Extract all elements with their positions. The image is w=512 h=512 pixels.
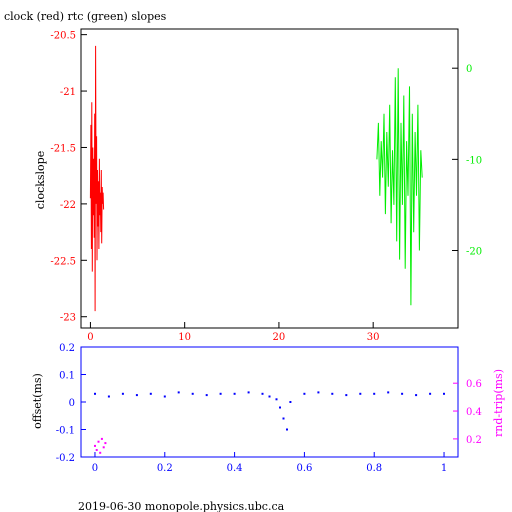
bottom-series-blue-point <box>177 391 180 394</box>
bottom-series-blue-point <box>345 394 348 397</box>
bottom-series-blue-point <box>233 392 236 395</box>
bottom-series-blue-point <box>286 428 288 431</box>
bottom-x-tick-label: 0.6 <box>296 463 312 474</box>
bottom-series-magenta-point <box>102 446 105 449</box>
bottom-y-tick-label: 0.2 <box>59 343 75 354</box>
bottom-series-magenta-point <box>104 442 107 445</box>
bottom-plot-frame <box>80 346 459 458</box>
top-series-red-line <box>89 45 105 312</box>
bottom-series-magenta-point <box>100 437 103 440</box>
bottom-series-magenta-point <box>94 444 96 447</box>
bottom-series-blue-point <box>443 392 445 395</box>
bottom-chart-ylabel: offset(ms) <box>31 373 44 429</box>
bottom-y-tick-label: -0.1 <box>56 426 75 437</box>
top-x-tick-label: 20 <box>273 332 286 343</box>
footer-text: 2019-06-30 monopole.physics.ubc.ca <box>78 500 285 512</box>
bottom-x-tick-label: 0.8 <box>366 463 382 474</box>
bottom-series-blue-point <box>415 394 418 397</box>
bottom-x-tick-label: 0 <box>92 463 98 474</box>
bottom-y-tick-label: 0 <box>69 398 75 409</box>
bottom-series-blue-point <box>317 391 320 394</box>
top-x-tick-label: 0 <box>87 332 93 343</box>
top-y-tick-label: -21 <box>60 87 76 98</box>
bottom-series-blue-point <box>401 392 404 395</box>
bottom-chart-y2label: rnd-trip(ms) <box>492 369 505 437</box>
bottom-series-blue-point <box>135 394 138 397</box>
bottom-series-blue-point <box>163 395 166 398</box>
bottom-x-tick-label: 0.2 <box>157 463 173 474</box>
top-x-tick-label: 30 <box>367 332 380 343</box>
bottom-series-magenta-point <box>97 440 100 443</box>
bottom-series-blue-point <box>191 392 194 395</box>
top-y-tick-label: -22.5 <box>50 256 76 267</box>
bottom-y2-tick-label: 0.6 <box>466 379 482 390</box>
bottom-series-blue-point <box>219 392 222 395</box>
top-y-tick-label: -22 <box>60 200 76 211</box>
bottom-y-tick-label: 0.1 <box>59 371 75 382</box>
top-y-tick-label: -21.5 <box>50 143 76 154</box>
bottom-series-blue-point <box>429 392 432 395</box>
bottom-series-magenta-point <box>99 451 102 454</box>
bottom-series-blue-point <box>387 391 390 394</box>
bottom-series-blue-point <box>282 417 285 420</box>
bottom-x-tick-label: 1 <box>441 463 447 474</box>
bottom-y2-tick-label: 0.4 <box>466 407 482 418</box>
bottom-series-blue-point <box>149 392 152 395</box>
bottom-series-blue-point <box>94 392 96 395</box>
top-y-tick-label: -20.5 <box>50 31 76 42</box>
bottom-series-blue-point <box>275 398 278 401</box>
top-chart-title: clock (red) rtc (green) slopes <box>4 10 167 23</box>
bottom-series-blue-point <box>107 395 110 398</box>
bottom-y2-tick-label: 0.2 <box>466 435 482 446</box>
top-y2-tick-label: 0 <box>466 64 472 75</box>
top-chart-ylabel: clockslope <box>34 151 47 209</box>
bottom-series-blue-point <box>359 392 362 395</box>
bottom-series-blue-point <box>303 392 306 395</box>
bottom-series-blue-point <box>261 392 264 395</box>
bottom-series-blue-point <box>121 392 124 395</box>
top-x-tick-label: 10 <box>178 332 191 343</box>
bottom-x-tick-label: 0.4 <box>227 463 243 474</box>
bottom-series-blue-point <box>268 395 271 398</box>
top-series-green-line <box>376 68 423 306</box>
bottom-series-blue-point <box>289 401 292 403</box>
bottom-series-blue-point <box>247 391 250 394</box>
bottom-y-tick-label: -0.2 <box>56 453 75 464</box>
bottom-series-magenta-point <box>95 449 98 451</box>
top-y2-tick-label: -10 <box>466 155 482 166</box>
bottom-series-blue-point <box>205 394 208 397</box>
bottom-series-blue-point <box>331 392 334 395</box>
top-plot-frame <box>80 28 459 329</box>
top-y-tick-label: -23 <box>60 313 76 324</box>
bottom-series-blue-point <box>279 406 281 409</box>
bottom-series-blue-point <box>373 392 376 395</box>
top-y2-tick-label: -20 <box>466 247 482 258</box>
